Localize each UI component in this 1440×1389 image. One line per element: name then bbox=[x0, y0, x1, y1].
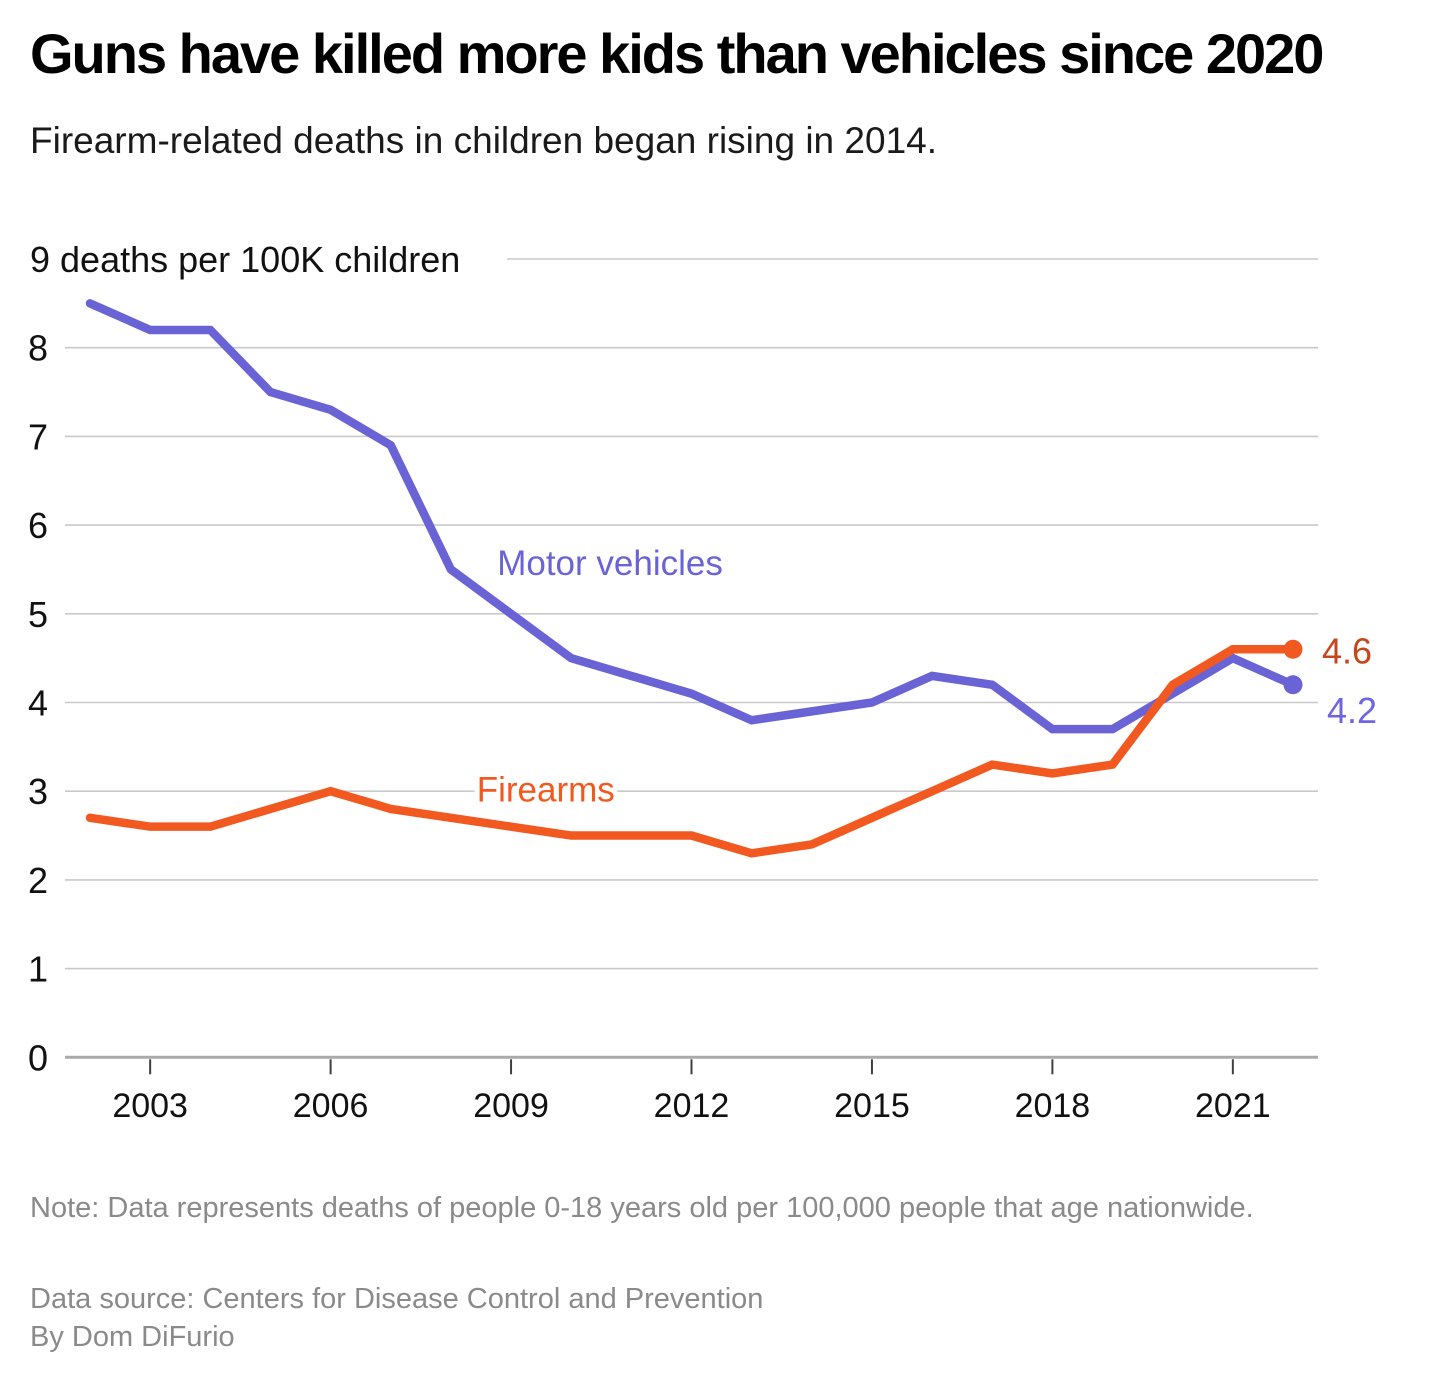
x-axis-tick-label: 2018 bbox=[1015, 1087, 1091, 1125]
series-end-dot-firearms bbox=[1283, 639, 1303, 659]
chart-note: Note: Data represents deaths of people 0… bbox=[30, 1192, 1254, 1224]
x-axis-tick-label: 2015 bbox=[834, 1087, 910, 1125]
y-axis-tick-label: 0 bbox=[28, 1037, 48, 1078]
series-line-motor-vehicles bbox=[85, 299, 1298, 734]
y-axis-tick-label: 5 bbox=[28, 594, 48, 635]
y-axis-tick-label: 7 bbox=[28, 416, 48, 457]
x-axis-tick-label: 2006 bbox=[293, 1087, 369, 1125]
series-label-firearms: Firearms bbox=[477, 770, 615, 809]
series-label-motor-vehicles: Motor vehicles bbox=[497, 544, 723, 583]
series-end-dot-motor-vehicles bbox=[1283, 675, 1303, 695]
x-axis-tick-label: 2003 bbox=[112, 1087, 188, 1125]
y-axis-tick-label: 3 bbox=[28, 771, 48, 812]
y-axis-tick-label: 4 bbox=[28, 683, 48, 724]
x-axis-tick-label: 2012 bbox=[654, 1087, 730, 1125]
y-axis-tick-label: 1 bbox=[28, 949, 48, 990]
series-line-firearms bbox=[85, 645, 1298, 858]
chart-byline: By Dom DiFurio bbox=[30, 1321, 235, 1353]
end-value-label-motor-vehicles: 4.2 bbox=[1327, 690, 1377, 731]
chart-title: Guns have killed more kids than vehicles… bbox=[30, 22, 1324, 85]
end-value-label-firearms: 4.6 bbox=[1322, 630, 1372, 671]
y-axis-tick-label: 6 bbox=[28, 505, 48, 546]
y-axis-tick-label: 2 bbox=[28, 860, 48, 901]
y-axis-top-label: 9 deaths per 100K children bbox=[30, 239, 460, 280]
x-axis-tick-label: 2009 bbox=[473, 1087, 549, 1125]
x-axis-tick-label: 2021 bbox=[1195, 1087, 1271, 1125]
chart-subtitle: Firearm-related deaths in children began… bbox=[30, 120, 938, 161]
chart-source: Data source: Centers for Disease Control… bbox=[30, 1283, 764, 1315]
y-axis-tick-label: 8 bbox=[28, 328, 48, 369]
